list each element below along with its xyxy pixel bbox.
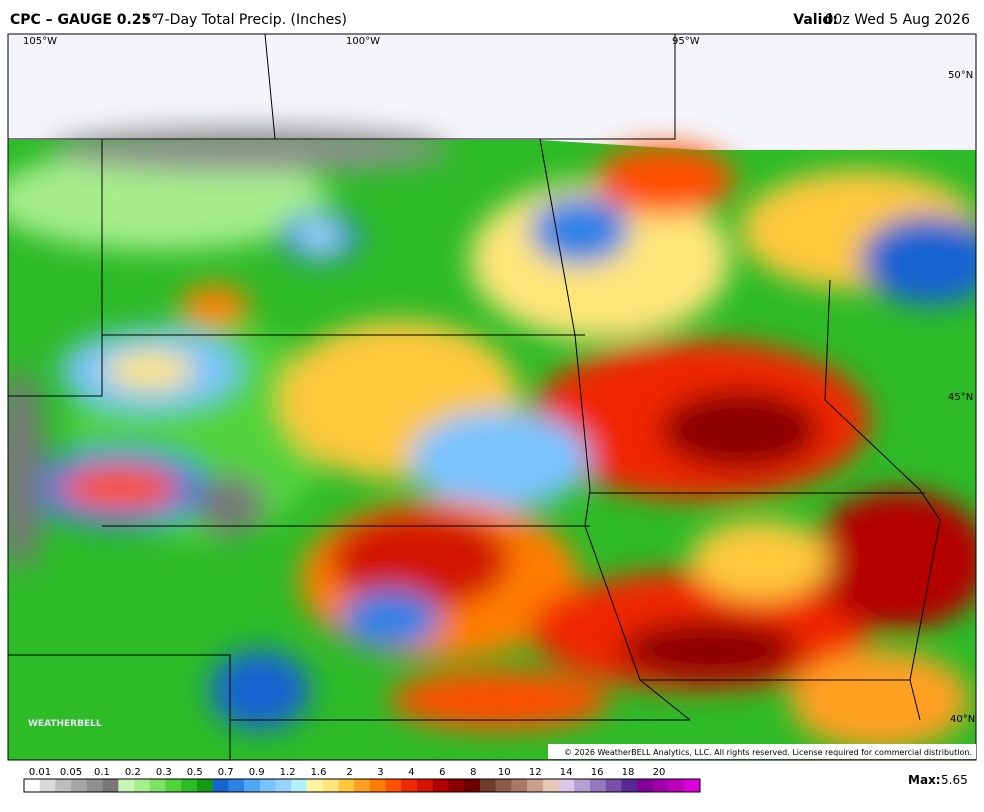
legend-label: 3 xyxy=(377,767,383,778)
legend-swatch xyxy=(244,779,261,792)
valid-label: Valid: xyxy=(793,12,838,28)
lon-label: 95°W xyxy=(672,36,700,47)
legend-label: 1.2 xyxy=(280,767,296,778)
legend-label: 8 xyxy=(470,767,476,778)
product-subtitle: • 7-Day Total Precip. (Inches) xyxy=(143,12,347,28)
copyright-box xyxy=(548,744,976,759)
legend-label: 0.5 xyxy=(187,767,203,778)
legend-swatch xyxy=(574,779,591,792)
legend-swatch xyxy=(24,779,41,792)
legend-label: 2 xyxy=(346,767,352,778)
valid-time: 00z Wed 5 Aug 2026 xyxy=(825,12,970,28)
legend-swatch xyxy=(637,779,654,792)
lon-label: 105°W xyxy=(23,36,57,47)
legend-swatch xyxy=(291,779,308,792)
legend-label: 6 xyxy=(439,767,445,778)
legend-label: 4 xyxy=(408,767,414,778)
lat-label: 40°N xyxy=(950,714,975,725)
lat-label: 45°N xyxy=(948,392,973,403)
legend-label: 1.6 xyxy=(311,767,327,778)
legend-swatch xyxy=(354,779,371,792)
legend-swatch xyxy=(134,779,151,792)
precip-map xyxy=(8,34,976,760)
lon-label: 100°W xyxy=(346,36,380,47)
legend-swatch xyxy=(165,779,182,792)
legend-swatch xyxy=(275,779,292,792)
legend-swatch xyxy=(306,779,323,792)
legend-swatch xyxy=(228,779,245,792)
legend-swatch xyxy=(55,779,72,792)
legend-swatch xyxy=(86,779,103,792)
legend-swatch xyxy=(369,779,386,792)
legend-swatch xyxy=(432,779,449,792)
legend-swatch xyxy=(102,779,119,792)
legend-label: 20 xyxy=(653,767,666,778)
legend-swatch xyxy=(542,779,559,792)
legend-swatch xyxy=(196,779,213,792)
legend-swatch xyxy=(511,779,528,792)
legend-swatch xyxy=(322,779,339,792)
legend-swatch xyxy=(479,779,496,792)
legend-swatch xyxy=(464,779,481,792)
max-value: 5.65 xyxy=(941,773,968,787)
legend-swatch xyxy=(558,779,575,792)
legend-label: 18 xyxy=(622,767,635,778)
legend-swatch xyxy=(212,779,229,792)
legend-swatch xyxy=(448,779,465,792)
legend: 0.01 0.05 0.1 0.2 0.3 0.5 0.7 0.9 1.2 1.6 2 3 4 6 8 10 1… xyxy=(23,767,701,793)
legend-label: 0.3 xyxy=(156,767,172,778)
legend-swatch xyxy=(385,779,402,792)
lat-label: 50°N xyxy=(948,70,973,81)
legend-swatch xyxy=(338,779,355,792)
legend-swatch xyxy=(71,779,88,792)
legend-frame xyxy=(23,778,701,793)
logo: WEATHERBELL xyxy=(28,719,102,729)
legend-swatch xyxy=(652,779,669,792)
legend-swatch xyxy=(39,779,56,792)
product-name: CPC – GAUGE 0.25° xyxy=(10,12,158,28)
legend-swatch xyxy=(495,779,512,792)
map-frame xyxy=(7,33,977,761)
legend-swatch xyxy=(181,779,198,792)
max-label: Max: xyxy=(908,773,941,787)
legend-label: 0.9 xyxy=(249,767,265,778)
legend-swatch xyxy=(527,779,544,792)
legend-swatch xyxy=(118,779,135,792)
legend-label: 12 xyxy=(529,767,542,778)
graticule-labels: 105°W 100°W 95°W 50°N 45°N 40°N xyxy=(23,36,975,725)
legend-swatch xyxy=(417,779,434,792)
legend-label: 0.1 xyxy=(94,767,110,778)
legend-swatch xyxy=(605,779,622,792)
legend-label: 0.05 xyxy=(60,767,82,778)
legend-label: 14 xyxy=(560,767,573,778)
legend-swatch xyxy=(149,779,166,792)
copyright: © 2026 WeatherBELL Analytics, LLC. All r… xyxy=(564,748,972,757)
legend-swatch xyxy=(621,779,638,792)
legend-label: 0.01 xyxy=(29,767,51,778)
legend-swatch xyxy=(668,779,685,792)
legend-swatch xyxy=(684,779,701,792)
legend-swatch xyxy=(589,779,606,792)
legend-label: 0.2 xyxy=(125,767,141,778)
legend-swatch xyxy=(401,779,418,792)
borders xyxy=(8,34,941,760)
legend-label: 10 xyxy=(498,767,511,778)
legend-label: 0.7 xyxy=(218,767,234,778)
legend-label: 16 xyxy=(591,767,604,778)
legend-swatch xyxy=(259,779,276,792)
